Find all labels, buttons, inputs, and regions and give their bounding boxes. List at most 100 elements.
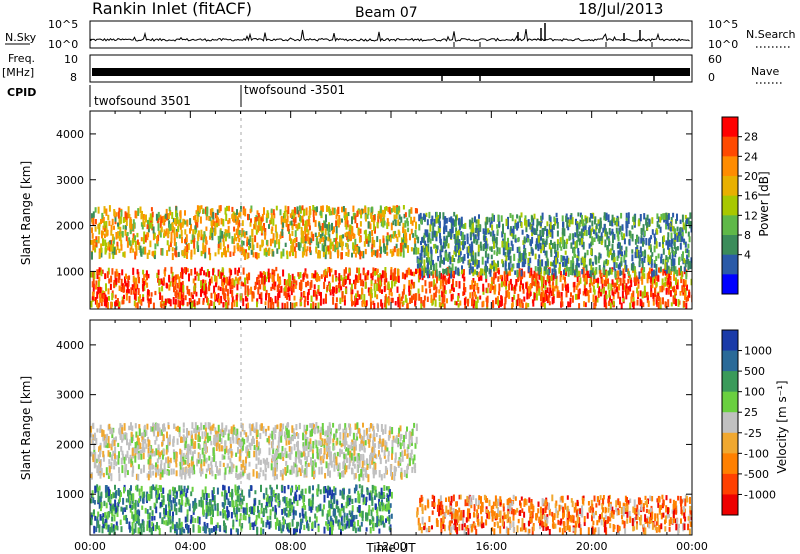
range-gate-cell [163, 303, 166, 309]
range-gate-cell [551, 288, 554, 296]
range-gate-cell [252, 291, 255, 299]
range-gate-cell [237, 277, 240, 285]
power-scatter [90, 111, 692, 309]
range-gate-cell [521, 302, 524, 308]
range-gate-cell [668, 268, 671, 274]
range-gate-cell [471, 217, 474, 225]
range-gate-cell [631, 233, 634, 242]
range-gate-cell [654, 288, 656, 294]
range-gate-cell [174, 247, 177, 256]
range-gate-cell [434, 299, 437, 307]
range-gate-cell [312, 466, 315, 471]
range-gate-cell [132, 275, 135, 283]
range-gate-cell [603, 279, 606, 287]
range-gate-cell [282, 423, 285, 430]
range-gate-cell [212, 218, 215, 226]
range-gate-cell [558, 291, 561, 298]
range-gate-cell [529, 291, 532, 296]
range-gate-cell [160, 429, 163, 436]
range-gate-cell [251, 438, 253, 446]
range-gate-cell [157, 444, 160, 450]
range-gate-cell [354, 238, 357, 246]
range-gate-cell [432, 230, 435, 238]
range-gate-cell [646, 221, 648, 228]
range-gate-cell [254, 281, 257, 290]
range-gate-cell [394, 276, 397, 281]
range-gate-cell [669, 226, 672, 232]
range-gate-cell [209, 253, 212, 261]
range-gate-cell [294, 216, 297, 223]
range-gate-cell [430, 281, 433, 287]
range-gate-cell [295, 464, 298, 472]
range-gate-cell [362, 453, 365, 462]
range-gate-cell [306, 456, 308, 462]
range-gate-cell [124, 217, 127, 222]
range-gate-cell [567, 267, 570, 273]
range-gate-cell [408, 280, 411, 286]
range-gate-cell [113, 225, 115, 230]
range-gate-cell [379, 214, 382, 222]
range-gate-cell [181, 458, 184, 467]
range-gate-cell [611, 218, 614, 227]
range-gate-cell [605, 212, 608, 220]
range-gate-cell [324, 275, 326, 282]
range-gate-cell [619, 277, 622, 282]
range-gate-cell [227, 248, 230, 253]
range-gate-cell [120, 457, 123, 465]
range-gate-cell [688, 261, 691, 266]
range-gate-cell [286, 301, 289, 309]
range-gate-cell [272, 209, 275, 216]
range-gate-cell [665, 219, 668, 225]
range-gate-cell [248, 423, 251, 429]
range-gate-cell [629, 285, 632, 292]
range-gate-cell [147, 436, 149, 442]
range-gate-cell [390, 208, 393, 213]
range-gate-cell [659, 301, 662, 309]
range-gate-cell [484, 250, 487, 258]
range-gate-cell [152, 226, 155, 234]
range-gate-cell [630, 263, 633, 271]
range-gate-cell [123, 285, 126, 293]
range-gate-cell [259, 271, 262, 278]
range-gate-cell [687, 217, 690, 225]
range-gate-cell [676, 269, 679, 277]
range-gate-cell [665, 288, 668, 295]
range-gate-cell [224, 235, 227, 242]
range-gate-cell [673, 274, 676, 281]
range-gate-cell [192, 229, 195, 237]
range-gate-cell [142, 214, 145, 221]
range-gate-cell [204, 427, 207, 435]
range-gate-cell [319, 238, 322, 244]
range-gate-cell [229, 458, 232, 464]
range-gate-cell [216, 209, 219, 215]
range-gate-cell [605, 270, 608, 278]
range-gate-cell [394, 452, 397, 460]
range-gate-cell [371, 244, 374, 250]
range-gate-cell [541, 286, 544, 292]
range-gate-cell [166, 240, 169, 246]
range-gate-cell [268, 272, 271, 279]
range-gate-cell [141, 447, 144, 453]
range-gate-cell [187, 430, 190, 436]
range-gate-cell [393, 205, 396, 213]
range-gate-cell [298, 456, 301, 463]
range-gate-cell [150, 427, 152, 432]
range-gate-cell [450, 216, 453, 224]
range-gate-cell [507, 252, 510, 261]
range-gate-cell [535, 240, 538, 246]
range-gate-cell [186, 244, 189, 253]
range-gate-cell [538, 221, 541, 226]
range-gate-cell [614, 289, 617, 295]
range-gate-cell [159, 230, 162, 238]
range-gate-cell [285, 451, 288, 459]
range-gate-cell [489, 231, 492, 237]
range-gate-cell [269, 297, 272, 303]
range-gate-cell [236, 473, 239, 480]
range-gate-cell [614, 282, 617, 288]
range-gate-cell [561, 227, 564, 235]
range-gate-cell [424, 280, 427, 287]
range-gate-cell [305, 281, 308, 288]
range-gate-cell [157, 468, 160, 473]
range-gate-cell [345, 213, 348, 218]
